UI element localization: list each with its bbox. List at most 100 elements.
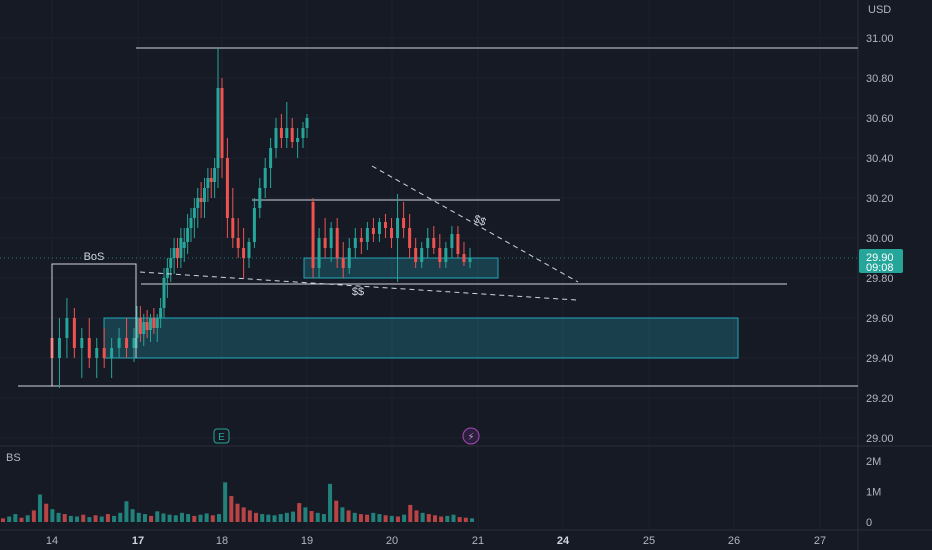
volume-bar: [315, 512, 320, 522]
candle-body: [135, 318, 139, 338]
candle-body: [87, 338, 91, 358]
candle-body: [192, 208, 196, 218]
candle-body: [371, 228, 375, 234]
liquidity-trendline: [139, 271, 577, 301]
candle-body: [359, 238, 363, 242]
liquidity-label: $$: [472, 213, 488, 229]
volume-bar: [247, 510, 252, 522]
candle-body: [72, 318, 76, 348]
volume-bar: [358, 514, 363, 522]
volume-bar: [62, 514, 67, 522]
price-tick-label: 29.00: [866, 433, 894, 445]
candle-body: [353, 238, 357, 248]
currency-label: USD: [868, 4, 891, 16]
candle-body: [444, 248, 448, 262]
candle-body: [236, 238, 240, 248]
volume-bar: [136, 512, 141, 522]
candle-body: [462, 254, 466, 262]
candle-body: [125, 338, 129, 348]
candle-body: [159, 308, 163, 318]
candle-body: [117, 338, 121, 348]
volume-bar: [260, 514, 265, 522]
candle-body: [305, 118, 309, 128]
time-tick-label: 14: [46, 535, 58, 547]
lightning-icon[interactable]: [462, 427, 480, 445]
candle-body: [132, 338, 136, 348]
candle-body: [329, 228, 333, 248]
candle-body: [152, 318, 156, 328]
volume-bar: [142, 514, 147, 522]
time-tick-label: 19: [301, 535, 313, 547]
price-axis[interactable]: USD 29.00 29.20 29.40 29.60 29.80 30.00 30.20 30…: [859, 4, 903, 529]
candle-body: [110, 348, 114, 358]
time-tick-label: 20: [386, 535, 398, 547]
candle-body: [402, 218, 406, 228]
candle-body: [213, 168, 217, 182]
candle-body: [176, 248, 179, 258]
zones-layer: [103, 257, 739, 359]
volume-bar: [38, 494, 43, 522]
volume-bar: [439, 516, 444, 522]
candle-body: [258, 188, 262, 208]
price-tick-label: 29.80: [866, 273, 894, 285]
candle-body: [252, 208, 256, 242]
candle-body: [390, 228, 394, 238]
candle-body: [247, 242, 251, 258]
volume-bar: [303, 507, 308, 522]
earnings-marker[interactable]: [213, 428, 230, 444]
candle-body: [57, 338, 61, 358]
candle-body: [186, 228, 190, 242]
time-tick-label: 26: [728, 535, 740, 547]
candle-body: [296, 138, 300, 142]
volume-bar: [451, 514, 456, 522]
candle-body: [162, 278, 166, 308]
volume-bar: [395, 516, 400, 522]
volume-bar: [309, 511, 314, 522]
candle-body: [438, 248, 442, 262]
volume-bar: [118, 512, 123, 522]
volume-bar: [179, 512, 184, 522]
volume-bar: [44, 503, 49, 522]
volume-bar: [229, 496, 234, 522]
candle-body: [231, 218, 235, 238]
candle-body: [209, 178, 213, 182]
volume-bar: [334, 500, 339, 522]
candle-body: [426, 238, 430, 248]
time-axis[interactable]: 14 17 18 19 20 21 24 25 26 27: [46, 535, 826, 547]
candles-layer: [50, 48, 472, 388]
candle-body: [155, 318, 159, 328]
candle-body: [450, 234, 454, 248]
candle-body: [145, 322, 149, 330]
volume-layer: BS: [1, 452, 474, 522]
volume-bar: [414, 510, 419, 522]
candle-body: [317, 238, 321, 268]
volume-bar: [328, 483, 333, 522]
time-tick-label: 25: [643, 535, 655, 547]
last-price-badge: [859, 249, 903, 273]
volume-bar: [241, 507, 246, 522]
price-tick-label: 29.20: [866, 393, 894, 405]
volume-bar: [223, 482, 228, 522]
volume-bar: [365, 514, 370, 522]
volume-bar: [297, 503, 302, 522]
time-tick-label: 18: [216, 535, 228, 547]
candle-body: [414, 248, 418, 262]
price-tick-label: 29.60: [866, 313, 894, 325]
candle-body: [216, 88, 220, 168]
candle-body: [383, 222, 387, 228]
volume-bar: [371, 512, 376, 522]
volume-bar: [204, 513, 209, 522]
bos-label: BoS: [84, 251, 105, 263]
candle-body: [279, 128, 283, 138]
volume-bar: [235, 503, 240, 522]
volume-indicator-label: BS: [6, 452, 21, 464]
volume-bar: [278, 514, 283, 522]
volume-bar: [75, 516, 80, 522]
time-tick-label: 24: [557, 535, 570, 547]
volume-bar: [99, 516, 104, 522]
volume-bar: [68, 515, 73, 522]
price-tick-label: 31.00: [866, 33, 894, 45]
price-tick-label: 30.20: [866, 193, 894, 205]
candle-body: [341, 258, 345, 268]
